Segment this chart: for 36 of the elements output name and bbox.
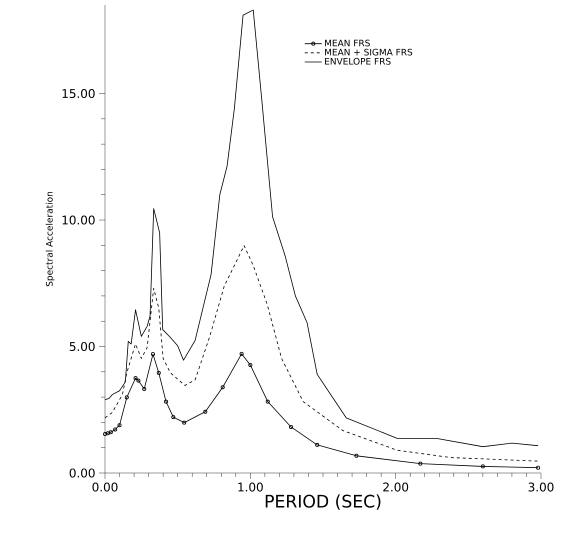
- x-axis-title: PERIOD (SEC): [266, 494, 380, 510]
- point: [248, 362, 252, 367]
- point: [150, 352, 155, 356]
- point: [118, 423, 122, 428]
- y-tick-label: 10.00: [62, 216, 95, 225]
- y-tick-label: 5.00: [70, 342, 95, 352]
- point: [315, 442, 320, 447]
- x-tick-label: 0.00: [92, 482, 118, 492]
- point: [480, 464, 485, 468]
- y-tick-label: 15.00: [62, 89, 95, 98]
- point: [203, 410, 208, 414]
- point: [124, 395, 129, 400]
- point: [289, 424, 294, 429]
- point: [156, 370, 161, 375]
- point: [182, 420, 186, 425]
- point: [266, 400, 270, 404]
- y-tick-label: 0.00: [70, 468, 95, 478]
- point: [164, 400, 168, 404]
- legend-label: MEAN FRS: [325, 40, 370, 46]
- point: [106, 431, 110, 436]
- x-tick-label: 3.00: [528, 482, 554, 492]
- point: [220, 385, 225, 390]
- x-tick-label: 1.00: [238, 482, 263, 492]
- point: [142, 387, 146, 392]
- point: [113, 427, 118, 432]
- point: [354, 454, 358, 458]
- point: [136, 378, 140, 383]
- legend-label: MEAN + SIGMA FRS: [325, 48, 412, 56]
- point: [108, 430, 113, 434]
- point: [418, 462, 422, 466]
- point: [171, 415, 176, 420]
- x-tick-label: 2.00: [383, 482, 408, 492]
- legend-label: ENVELOPE FRS: [325, 58, 391, 65]
- y-axis-title: Spectral Acceleration: [46, 192, 54, 286]
- point: [240, 352, 244, 356]
- point: [134, 376, 138, 380]
